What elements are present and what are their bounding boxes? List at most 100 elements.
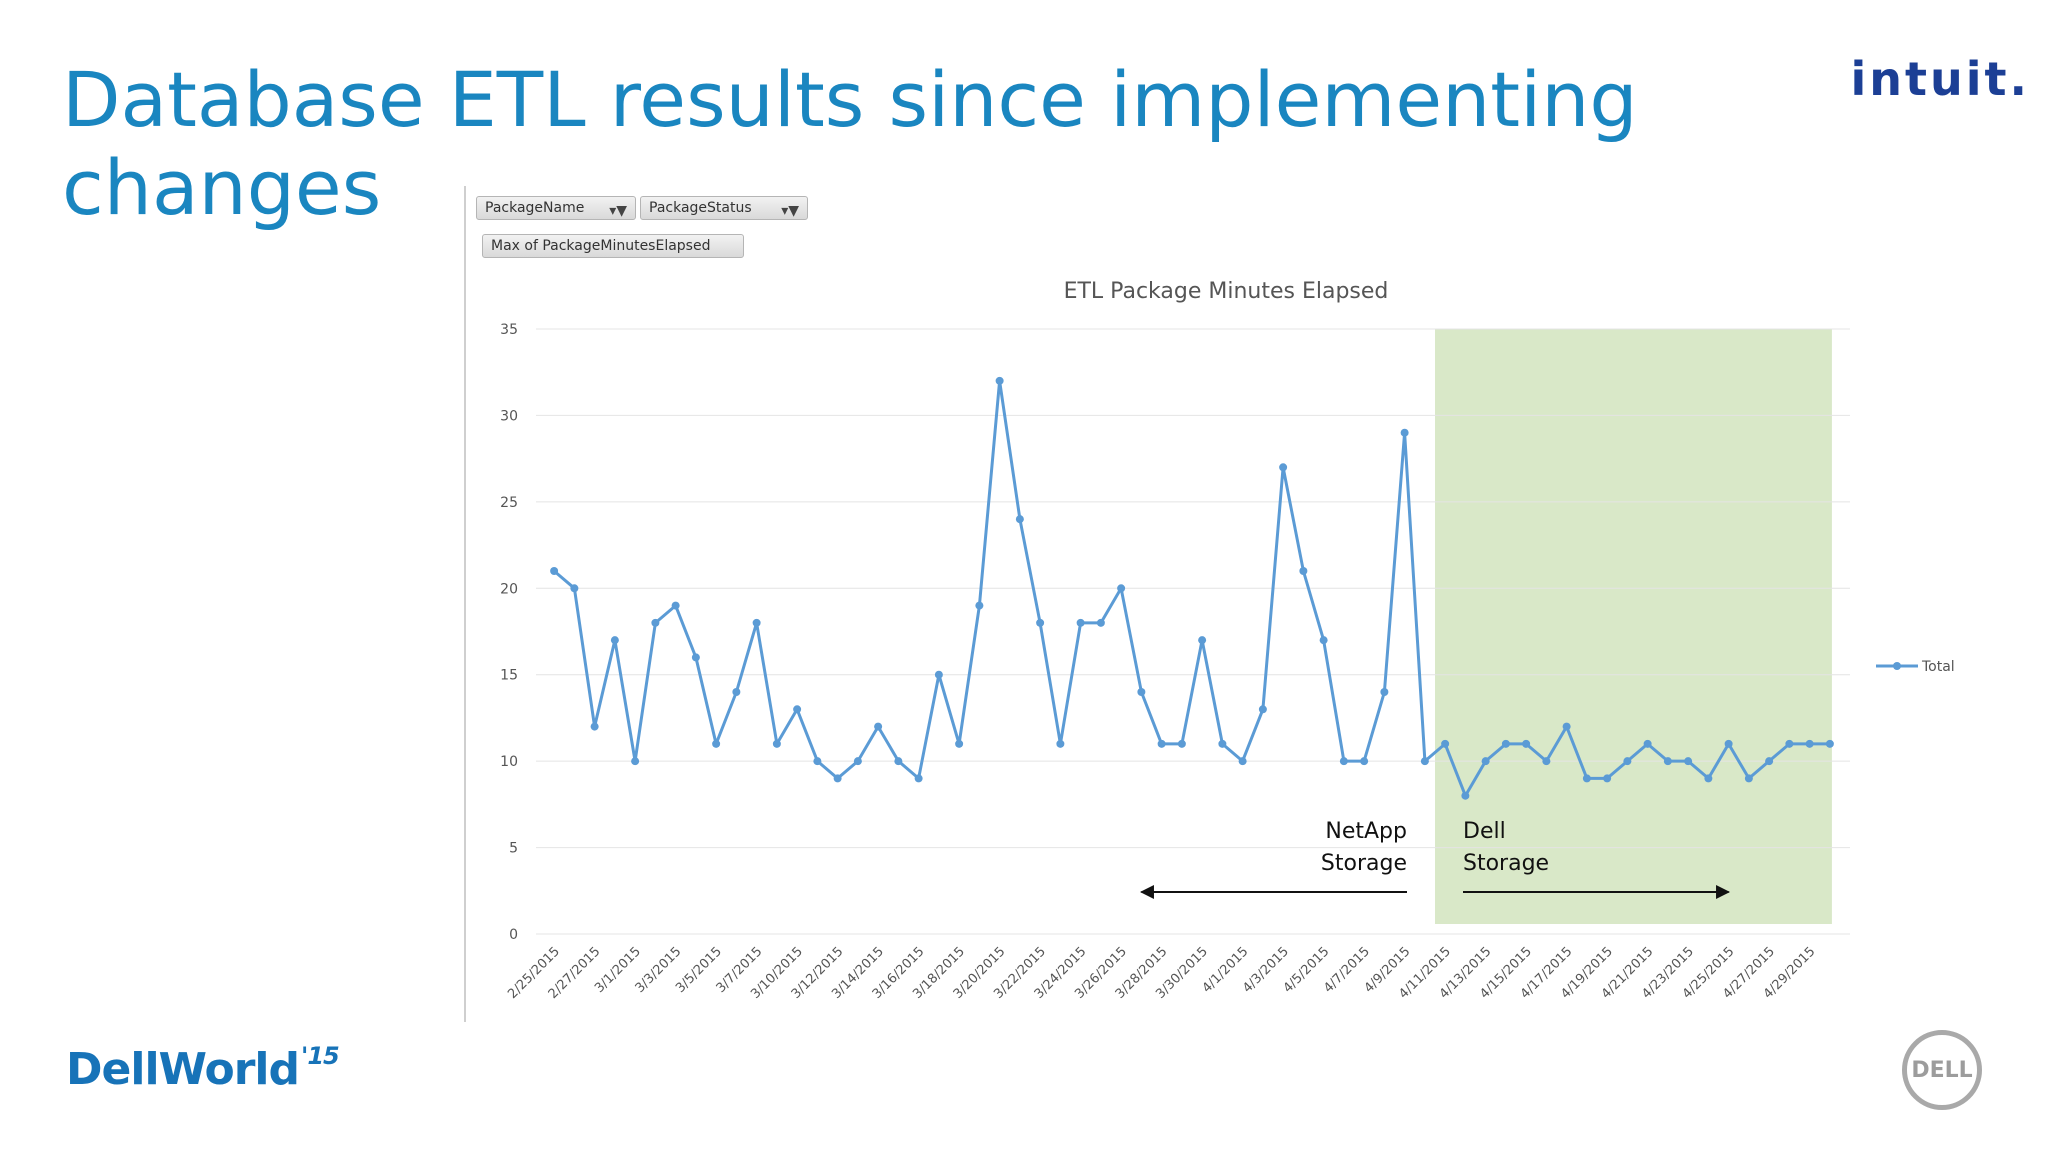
y-tick-label: 10 [500,754,518,770]
dellworld-logo: DellWorld'15 [66,1042,340,1095]
dell-label-line2: Storage [1463,851,1549,876]
y-tick-label: 0 [509,927,518,943]
gridlines [536,328,1850,935]
data-point [1582,774,1591,783]
storage-annotations: NetApp Storage Dell Storage [1139,819,1731,899]
data-point [1522,739,1531,748]
data-point [914,774,923,783]
data-point [752,618,761,627]
data-point [1684,757,1693,766]
data-point [712,739,721,748]
data-point [1623,757,1632,766]
data-point [1157,739,1166,748]
y-tick-label: 25 [500,495,518,511]
data-point [1339,757,1348,766]
data-point [1015,515,1024,524]
data-point [1096,618,1105,627]
data-point [1420,757,1429,766]
data-point [793,705,802,714]
data-point [1238,757,1247,766]
data-point [934,670,943,679]
data-point [853,757,862,766]
data-point [1562,722,1571,731]
data-point [1056,739,1065,748]
data-point [1279,463,1288,472]
dellworld-logo-text: DellWorld [66,1044,300,1095]
intuit-logo: intuit. [1850,52,2030,106]
data-point [1360,757,1369,766]
data-point [1501,739,1510,748]
value-field-button[interactable]: Max of PackageMinutesElapsed [482,234,744,258]
data-point [833,774,842,783]
data-point [1663,757,1672,766]
data-point [1441,739,1450,748]
data-point [1258,705,1267,714]
data-point [1643,739,1652,748]
netapp-label-line2: Storage [1321,851,1407,876]
data-point [1542,757,1551,766]
data-point [732,688,741,696]
data-point [894,757,903,766]
data-point [1177,739,1186,748]
pivot-chart: PackageName ▾▼ PackageStatus ▾▼ Max of P… [464,186,2048,1022]
y-tick-label: 35 [500,322,518,338]
data-point [1481,757,1490,766]
netapp-label-line1: NetApp [1325,819,1407,844]
data-point [1218,739,1227,748]
data-point [1076,618,1085,627]
data-point [1117,584,1126,593]
data-point [874,722,883,731]
data-point [691,653,700,662]
y-tick-label: 5 [509,841,518,857]
dellworld-logo-year: '15 [301,1042,340,1070]
dell-logo: DELL [1902,1030,1982,1110]
data-point [1299,567,1308,575]
chart-title: ETL Package Minutes Elapsed [1064,279,1389,304]
field-button-package-name[interactable]: PackageName ▾▼ [476,196,636,220]
data-point [955,739,964,748]
data-point [975,601,984,610]
data-point [1825,739,1834,748]
data-point [1036,618,1045,627]
data-point [1744,774,1753,783]
legend-marker [1893,662,1901,670]
data-point [631,757,640,766]
data-point [570,584,579,593]
dell-label-line1: Dell [1463,819,1506,844]
filter-icon[interactable]: ▾▼ [781,203,799,219]
y-tick-label: 20 [500,581,518,597]
series-line-total [553,379,1830,798]
field-button-package-status-label: PackageStatus [649,200,752,216]
legend: Total [1876,659,1955,675]
data-point [550,567,559,575]
data-point [995,376,1004,385]
data-point [1380,688,1389,696]
field-button-package-name-label: PackageName [485,200,585,216]
data-point [610,636,619,645]
series-total [550,376,1834,800]
data-point [1319,636,1328,645]
y-axis-ticks: 0 5 10 15 20 25 30 35 [500,322,518,943]
slide-title: Database ETL results since implementing … [62,55,1638,232]
data-point [1137,688,1146,696]
data-point [1765,757,1774,766]
data-point [1785,739,1794,748]
legend-label: Total [1921,659,1955,675]
data-point [671,601,680,610]
data-point [1400,428,1409,437]
data-point [1603,774,1612,783]
data-point [651,618,660,627]
data-point [1198,636,1207,645]
x-axis-ticks: 2/25/20152/27/20153/1/20153/3/20153/5/20… [505,944,1818,1002]
field-button-package-status[interactable]: PackageStatus ▾▼ [640,196,808,220]
y-tick-label: 30 [500,408,518,424]
data-point [1805,739,1814,748]
dell-storage-highlight [1435,329,1832,924]
data-point [772,739,781,748]
data-point [813,757,822,766]
value-field-label: Max of PackageMinutesElapsed [491,238,711,254]
line-chart: 0 5 10 15 20 25 30 35 2/25/20152/27/20153/1/201… [500,279,1955,1002]
filter-icon[interactable]: ▾▼ [609,203,627,219]
data-point [1461,791,1470,800]
data-point [590,722,599,731]
